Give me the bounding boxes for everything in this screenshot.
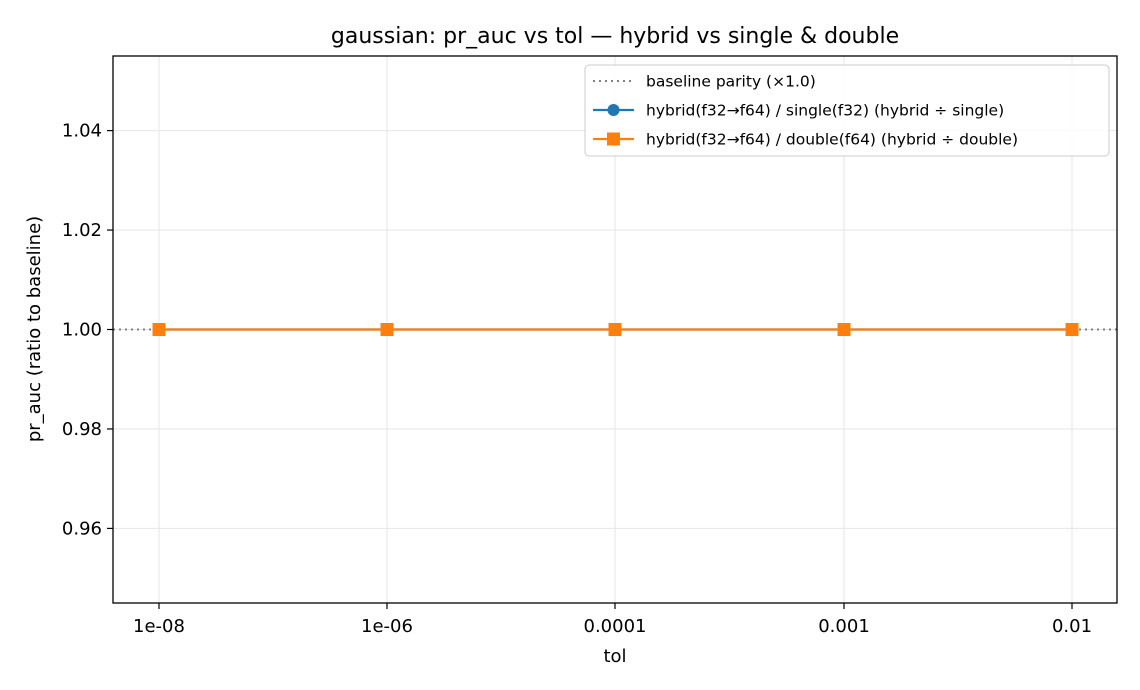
legend-label: baseline parity (×1.0) bbox=[646, 73, 816, 91]
y-tick-label: 1.02 bbox=[62, 220, 102, 241]
y-tick-label: 1.00 bbox=[62, 320, 102, 341]
legend-box bbox=[584, 64, 1110, 157]
series-2-point bbox=[380, 323, 394, 336]
legend-label: hybrid(f32→f64) / single(f32) (hybrid ÷ … bbox=[646, 102, 1004, 120]
series-2-point bbox=[152, 323, 166, 336]
chart-title: gaussian: pr_auc vs tol — hybrid vs sing… bbox=[331, 24, 899, 49]
x-axis-label: tol bbox=[603, 646, 626, 667]
y-axis-label: pr_auc (ratio to baseline) bbox=[24, 216, 45, 442]
x-axis: 1e-08 1e-06 0.0001 0.001 0.01 bbox=[133, 603, 1092, 637]
x-tick-label: 1e-06 bbox=[361, 616, 413, 637]
y-tick-label: 1.04 bbox=[62, 121, 102, 142]
y-tick-label: 0.98 bbox=[62, 419, 102, 440]
legend-circle-marker bbox=[607, 104, 620, 116]
legend-square-marker bbox=[607, 132, 620, 146]
series-2-point bbox=[1065, 323, 1079, 336]
series-2-point bbox=[608, 323, 622, 336]
x-tick-label: 0.0001 bbox=[584, 616, 647, 637]
x-tick-label: 1e-08 bbox=[133, 616, 185, 637]
x-tick-label: 0.01 bbox=[1052, 616, 1092, 637]
x-tick-label: 0.001 bbox=[818, 616, 870, 637]
series-2-point bbox=[837, 323, 851, 336]
legend: baseline parity (×1.0) hybrid(f32→f64) / … bbox=[584, 64, 1110, 157]
y-tick-label: 0.96 bbox=[62, 518, 102, 539]
y-axis: 0.96 0.98 1.00 1.02 1.04 bbox=[62, 121, 113, 539]
series-layer bbox=[152, 323, 1079, 336]
legend-label: hybrid(f32→f64) / double(f64) (hybrid ÷ … bbox=[646, 131, 1018, 149]
